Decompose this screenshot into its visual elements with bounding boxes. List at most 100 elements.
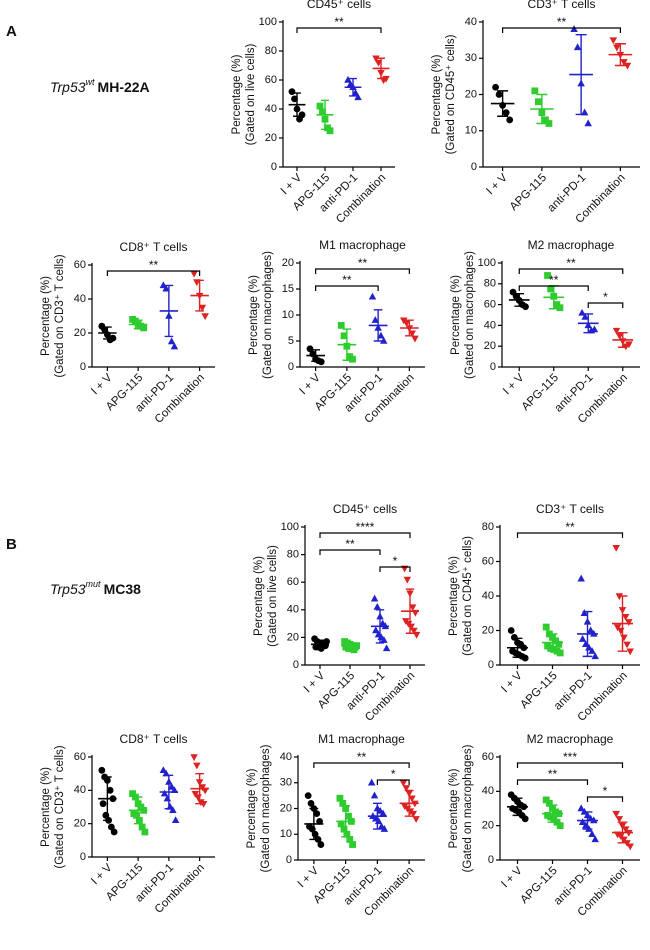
y-axis-label: (Gated on CD45⁺ cells)	[445, 34, 457, 154]
data-point	[373, 602, 382, 610]
data-point	[340, 332, 348, 340]
data-point	[547, 285, 555, 293]
data-point	[408, 604, 417, 612]
significance-bracket	[376, 779, 410, 785]
data-point	[349, 841, 357, 848]
y-tick-label: 60	[265, 74, 277, 86]
data-point	[612, 327, 621, 335]
y-tick-label: 40	[74, 293, 86, 305]
chart-title: CD8⁺ T cells	[120, 732, 188, 746]
data-point	[620, 59, 628, 66]
error-bar	[512, 797, 523, 817]
error-bar	[497, 90, 509, 117]
significance-label: **	[549, 273, 559, 287]
data-point	[492, 83, 499, 91]
error-bar	[345, 642, 355, 650]
y-tick-label: 0	[490, 361, 496, 373]
data-point	[534, 98, 542, 106]
data-point	[412, 816, 420, 823]
data-point	[377, 331, 385, 339]
data-point	[581, 313, 589, 320]
y-tick-label: 40	[265, 103, 277, 115]
data-point	[167, 337, 176, 345]
data-point	[588, 647, 596, 654]
y-axis-label: (Gated on live cells)	[267, 545, 279, 647]
error-bar	[321, 99, 329, 130]
data-point	[402, 785, 411, 792]
panel: M1 macrophage Percentage (%) (Gated on mac…	[246, 732, 425, 919]
data-point	[372, 55, 380, 63]
data-point	[521, 815, 529, 823]
y-tick-label: 20	[482, 624, 494, 636]
significance-bracket	[586, 796, 624, 802]
y-tick-label: 0	[293, 659, 299, 671]
x-tick-label: I + V	[296, 865, 322, 891]
y-tick-label: 0	[288, 361, 294, 373]
data-point	[110, 828, 118, 836]
y-axis-label: Percentage (%)	[40, 276, 52, 356]
y-tick-label: 10	[465, 125, 477, 137]
significance-bracket	[379, 566, 411, 572]
x-tick-label: APG-115	[508, 172, 549, 213]
y-axis-label: (Gated on CD45⁺ cells)	[462, 536, 474, 656]
data-point	[408, 330, 416, 338]
significance-label: **	[565, 520, 575, 534]
data-point	[316, 817, 323, 825]
data-point	[591, 835, 599, 843]
data-point	[578, 635, 587, 642]
y-axis-label: (Gated on macrophages)	[262, 251, 274, 379]
y-tick-label: 0	[471, 161, 477, 173]
y-axis-label: Percentage (%)	[253, 556, 265, 636]
y-tick-label: 0	[488, 659, 494, 671]
y-tick-label: 100	[259, 16, 277, 28]
data-point	[586, 626, 595, 634]
y-tick-label: 80	[287, 549, 299, 561]
error-bar	[349, 77, 357, 97]
genotype: wt	[86, 77, 95, 87]
data-point	[588, 830, 596, 837]
data-point	[316, 102, 324, 110]
data-point	[495, 91, 503, 98]
data-point	[617, 627, 625, 635]
data-point	[580, 108, 589, 116]
y-tick-label: 10	[282, 309, 294, 321]
error-bar	[547, 633, 558, 652]
data-point	[370, 791, 379, 799]
chart-title: M1 macrophage	[319, 238, 406, 252]
significance-bracket	[313, 762, 410, 768]
panel: CD8⁺ T cells Percentage (%) (Gated on CD3⁺…	[40, 240, 215, 426]
significance-bracket	[516, 532, 624, 538]
y-tick-label: 0	[80, 361, 86, 373]
significance-label: **	[548, 767, 558, 781]
data-point	[590, 325, 599, 333]
significance-bracket	[319, 549, 381, 555]
significance-label: **	[149, 258, 159, 272]
y-axis-label: Percentage (%)	[448, 768, 460, 848]
data-point	[313, 810, 321, 818]
axis-line	[482, 20, 640, 168]
data-point	[307, 799, 315, 807]
panel: CD8⁺ T cells Percentage (%) (Gated on CD3⁺…	[40, 732, 215, 916]
y-tick-label: 20	[280, 802, 292, 814]
significance-bracket	[518, 285, 589, 291]
data-point	[339, 799, 347, 807]
y-tick-label: 40	[482, 590, 494, 602]
error-bar	[547, 804, 558, 823]
error-bar	[582, 811, 593, 830]
significance-bracket	[518, 268, 624, 274]
data-point	[288, 88, 296, 96]
y-axis-label: Percentage (%)	[40, 767, 52, 847]
data-point	[198, 304, 207, 312]
data-point	[411, 335, 419, 343]
data-point	[291, 95, 298, 103]
data-point	[615, 816, 624, 823]
data-point	[380, 636, 388, 643]
y-tick-label: 10	[280, 828, 292, 840]
y-tick-label: 80	[484, 278, 496, 290]
data-point	[371, 316, 380, 323]
genotype: mut	[86, 579, 102, 589]
data-point	[298, 111, 306, 119]
error-bar	[405, 319, 414, 337]
data-point	[502, 109, 510, 117]
